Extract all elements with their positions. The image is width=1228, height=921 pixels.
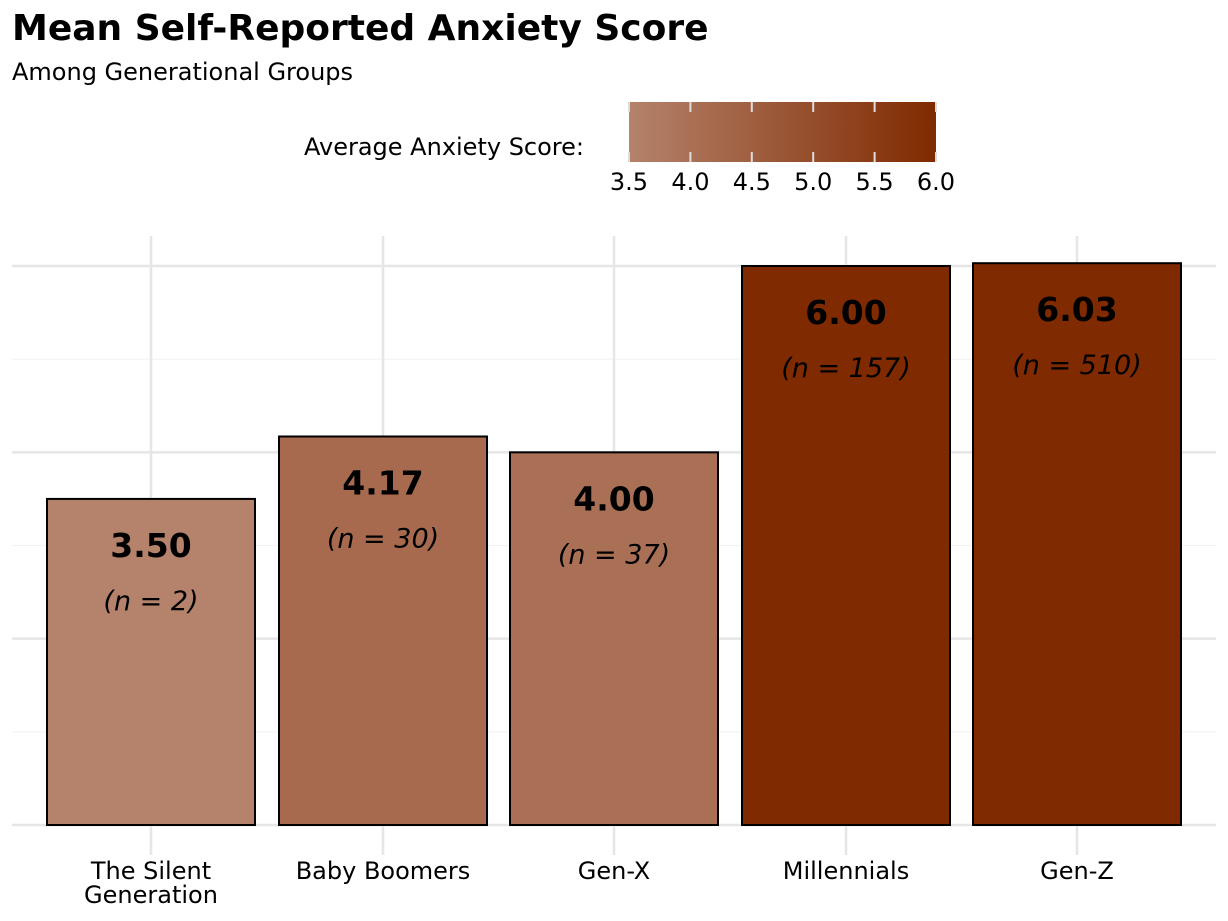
bar-gen-x bbox=[509, 451, 719, 826]
bar-value-label: 4.00 bbox=[573, 479, 654, 518]
chart-subtitle: Among Generational Groups bbox=[12, 58, 354, 86]
bar-millennials bbox=[741, 265, 951, 826]
x-tick-label: Gen-X bbox=[578, 857, 650, 885]
bar-n-label: (n = 37) bbox=[558, 539, 670, 570]
legend-tick-label: 4.5 bbox=[733, 168, 771, 196]
bar-n-label: (n = 157) bbox=[781, 353, 911, 384]
chart-title: Mean Self-Reported Anxiety Score bbox=[12, 8, 709, 49]
legend-tick-label: 5.0 bbox=[794, 168, 832, 196]
bar-value-label: 4.17 bbox=[342, 463, 423, 502]
bar-n-label: (n = 30) bbox=[327, 523, 439, 554]
color-legend: Average Anxiety Score: 3.5 4.0 4.5 5.0 5.5 6.… bbox=[304, 102, 955, 196]
x-tick-label: The Silent bbox=[90, 857, 211, 885]
legend-tick-label: 6.0 bbox=[917, 168, 955, 196]
bar-gen-z bbox=[972, 262, 1182, 826]
legend-title: Average Anxiety Score: bbox=[304, 133, 584, 161]
bar-the-silent-generation bbox=[46, 497, 256, 826]
legend-tick-label: 5.5 bbox=[856, 168, 894, 196]
legend-tick-label: 4.0 bbox=[671, 168, 709, 196]
bar-value-label: 3.50 bbox=[110, 526, 191, 565]
bar-value-label: 6.03 bbox=[1036, 290, 1117, 329]
bar-value-label: 6.00 bbox=[805, 293, 886, 332]
x-tick-label: Generation bbox=[84, 881, 218, 909]
bar-n-label: (n = 510) bbox=[1012, 350, 1142, 381]
legend-tick-label: 3.5 bbox=[610, 168, 648, 196]
legend-colorbar bbox=[629, 102, 936, 162]
bar-n-label: (n = 2) bbox=[103, 586, 198, 617]
bar-baby-boomers bbox=[278, 435, 488, 826]
x-tick-label: Millennials bbox=[783, 857, 909, 885]
x-tick-label: Gen-Z bbox=[1040, 857, 1114, 885]
x-tick-label: Baby Boomers bbox=[296, 857, 471, 885]
